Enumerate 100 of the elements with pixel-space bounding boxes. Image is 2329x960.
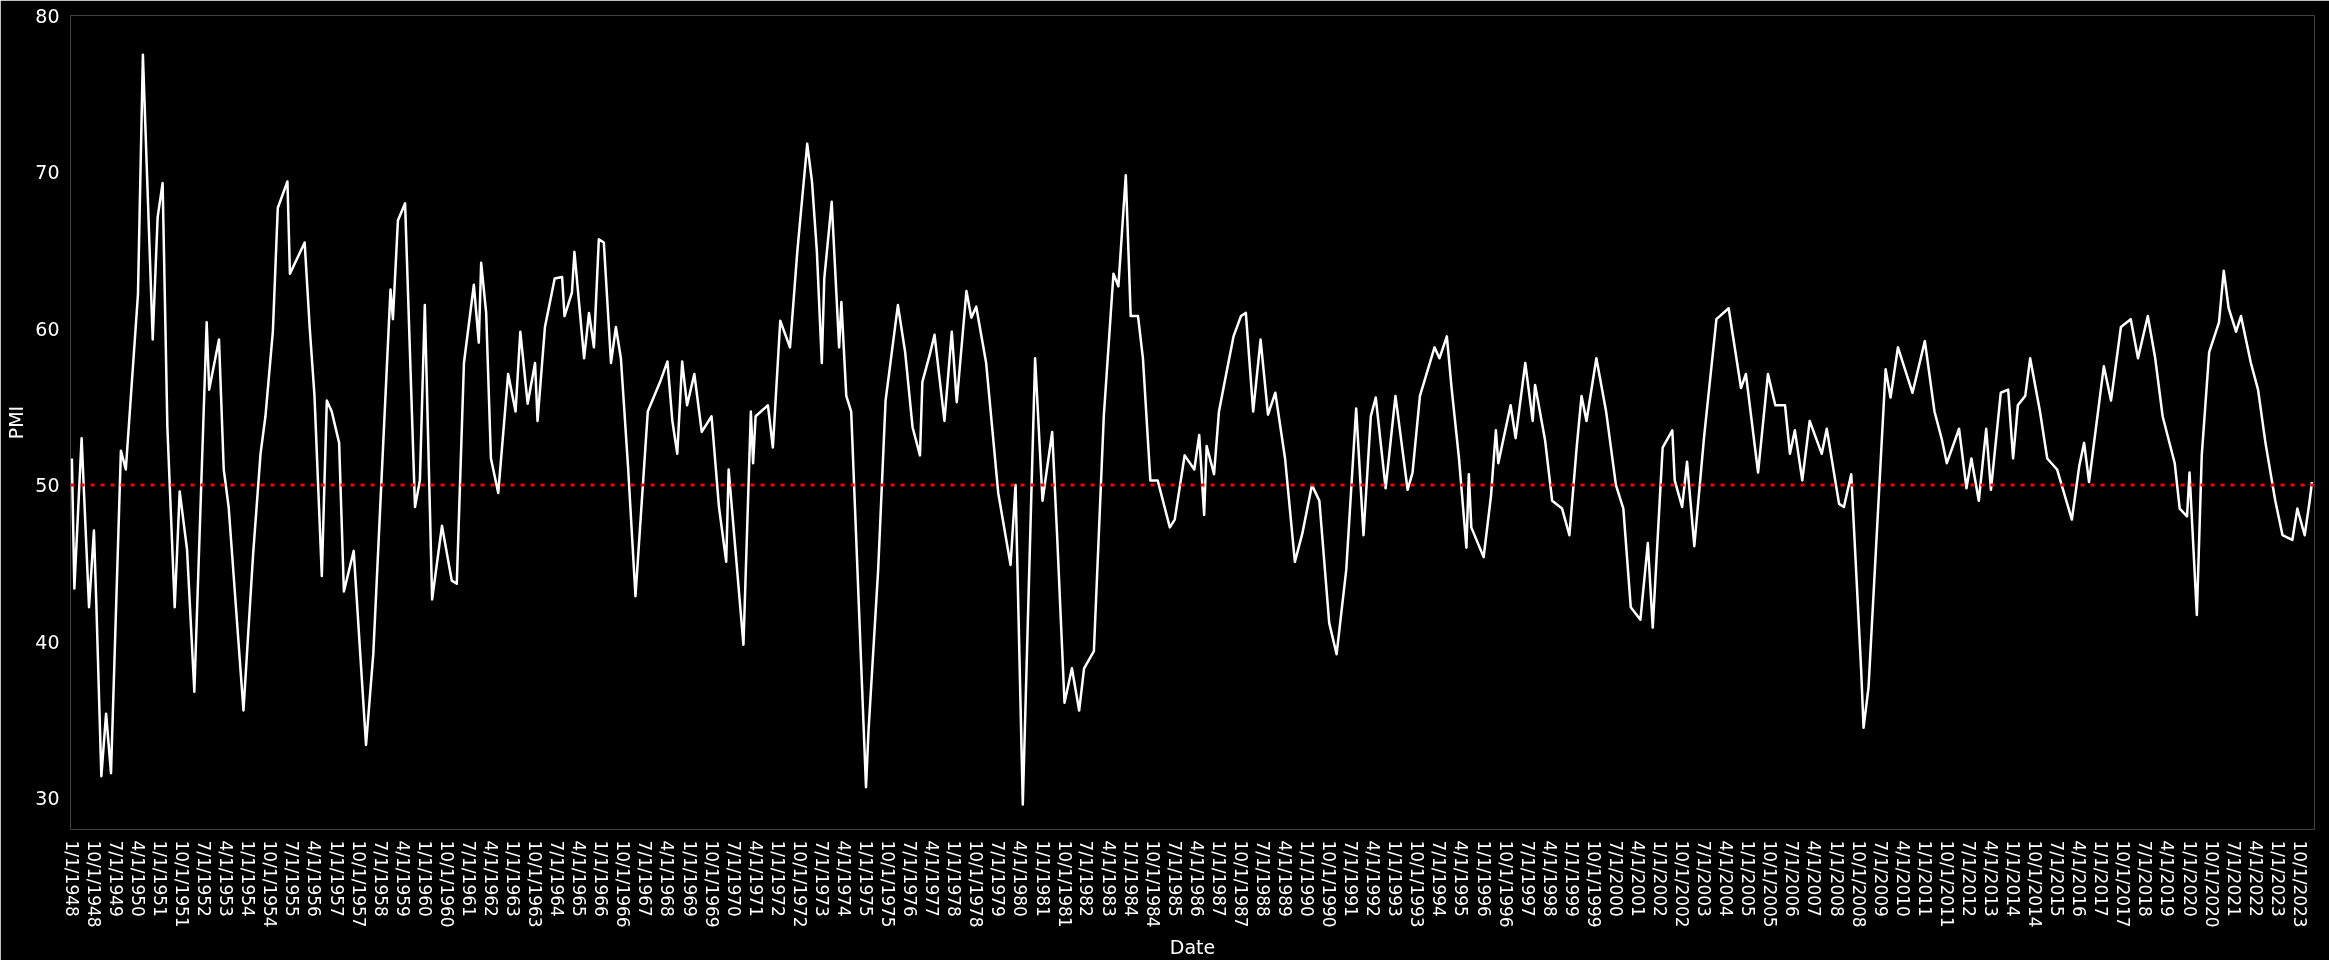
x-tick-label: 10/1/2014 bbox=[2025, 840, 2046, 928]
x-tick-label: 1/1/2002 bbox=[1650, 840, 1671, 917]
x-tick-label: 1/1/1996 bbox=[1473, 840, 1494, 917]
x-tick-label: 4/1/1953 bbox=[216, 840, 237, 917]
x-tick-label: 10/1/2005 bbox=[1760, 840, 1781, 928]
x-tick-label: 1/1/2005 bbox=[1738, 840, 1759, 917]
x-tick-label: 4/1/2019 bbox=[2157, 840, 2178, 917]
x-tick-label: 7/1/1958 bbox=[370, 840, 391, 917]
x-tick-label: 7/1/1949 bbox=[105, 840, 126, 917]
x-tick-label: 7/1/1967 bbox=[635, 840, 656, 917]
x-tick-label: 1/1/1969 bbox=[679, 840, 700, 917]
x-tick-label: 7/1/2000 bbox=[1605, 840, 1626, 917]
y-tick-label: 80 bbox=[35, 4, 60, 27]
x-tick-label: 10/1/1957 bbox=[348, 840, 369, 928]
x-tick-label: 7/1/1976 bbox=[900, 840, 921, 917]
x-tick-label: 4/1/1950 bbox=[127, 840, 148, 917]
x-tick-label: 4/1/1959 bbox=[392, 840, 413, 917]
x-tick-label: 7/1/2021 bbox=[2223, 840, 2244, 917]
y-tick-label: 30 bbox=[35, 787, 60, 810]
y-tick-label: 70 bbox=[35, 161, 60, 184]
x-tick-label: 4/1/1983 bbox=[1098, 840, 1119, 917]
x-tick-label: 10/1/1981 bbox=[1054, 840, 1075, 928]
x-tick-label: 7/1/2018 bbox=[2135, 840, 2156, 917]
x-tick-label: 1/1/1954 bbox=[238, 840, 259, 917]
x-tick-label: 7/1/1955 bbox=[282, 840, 303, 917]
x-tick-label: 4/1/1998 bbox=[1539, 840, 1560, 917]
x-tick-label: 1/1/2023 bbox=[2267, 840, 2288, 917]
x-tick-label: 7/1/1952 bbox=[194, 840, 215, 917]
x-tick-label: 4/1/1962 bbox=[480, 840, 501, 917]
x-tick-label: 10/1/1975 bbox=[877, 840, 898, 928]
x-tick-label: 1/1/2011 bbox=[1914, 840, 1935, 917]
x-tick-label: 10/1/2017 bbox=[2113, 840, 2134, 928]
x-tick-label: 10/1/2008 bbox=[1848, 840, 1869, 928]
x-tick-label: 10/1/1960 bbox=[436, 840, 457, 928]
x-tick-label: 7/1/1997 bbox=[1517, 840, 1538, 917]
x-axis-title: Date bbox=[1169, 935, 1216, 958]
x-tick-label: 1/1/1975 bbox=[856, 840, 877, 917]
x-tick-label: 1/1/1963 bbox=[503, 840, 524, 917]
x-tick-label: 1/1/1984 bbox=[1120, 840, 1141, 917]
x-tick-label: 1/1/2014 bbox=[2003, 840, 2024, 917]
x-tick-label: 10/1/2002 bbox=[1672, 840, 1693, 928]
x-tick-label: 7/1/1973 bbox=[811, 840, 832, 917]
x-tick-label: 1/1/2017 bbox=[2091, 840, 2112, 917]
x-tick-label: 10/1/1948 bbox=[83, 840, 104, 928]
x-tick-label: 7/1/1994 bbox=[1429, 840, 1450, 917]
x-tick-label: 4/1/1971 bbox=[745, 840, 766, 917]
x-tick-label: 4/1/2022 bbox=[2245, 840, 2266, 917]
x-tick-label: 7/1/2015 bbox=[2047, 840, 2068, 917]
x-tick-label: 4/1/2010 bbox=[1892, 840, 1913, 917]
x-tick-label: 7/1/1961 bbox=[458, 840, 479, 917]
x-tick-label: 4/1/1986 bbox=[1186, 840, 1207, 917]
x-tick-label: 4/1/1965 bbox=[569, 840, 590, 917]
x-tick-label: 7/1/2003 bbox=[1694, 840, 1715, 917]
x-tick-label: 10/1/1969 bbox=[701, 840, 722, 928]
x-tick-label: 10/1/1954 bbox=[260, 840, 281, 928]
x-tick-label: 10/1/1996 bbox=[1495, 840, 1516, 928]
x-tick-label: 10/1/1972 bbox=[789, 840, 810, 928]
x-tick-label: 10/1/2011 bbox=[1936, 840, 1957, 928]
y-tick-label: 40 bbox=[35, 630, 60, 653]
x-tick-label: 4/1/2016 bbox=[2069, 840, 2090, 917]
x-tick-label: 10/1/1999 bbox=[1583, 840, 1604, 928]
x-tick-label: 1/1/1957 bbox=[326, 840, 347, 917]
line-series bbox=[70, 53, 2314, 806]
x-tick-label: 1/1/1948 bbox=[61, 840, 82, 917]
x-tick-label: 10/1/1990 bbox=[1319, 840, 1340, 928]
x-tick-label: 4/1/1968 bbox=[657, 840, 678, 917]
x-tick-label: 7/1/1979 bbox=[988, 840, 1009, 917]
x-tick-label: 7/1/2006 bbox=[1782, 840, 1803, 917]
y-axis-title: PMI bbox=[5, 405, 28, 440]
x-tick-label: 1/1/1990 bbox=[1297, 840, 1318, 917]
x-tick-label: 1/1/2020 bbox=[2179, 840, 2200, 917]
x-tick-label: 4/1/1989 bbox=[1275, 840, 1296, 917]
y-tick-label: 50 bbox=[35, 474, 60, 497]
x-tick-label: 1/1/1981 bbox=[1032, 840, 1053, 917]
x-tick-label: 4/1/1980 bbox=[1010, 840, 1031, 917]
x-tick-label: 7/1/2012 bbox=[1958, 840, 1979, 917]
x-tick-label: 4/1/2004 bbox=[1716, 840, 1737, 917]
x-tick-label: 1/1/1966 bbox=[591, 840, 612, 917]
x-tick-label: 1/1/1972 bbox=[767, 840, 788, 917]
x-tick-label: 1/1/1987 bbox=[1208, 840, 1229, 917]
x-tick-label: 1/1/1999 bbox=[1561, 840, 1582, 917]
x-tick-label: 4/1/2013 bbox=[1980, 840, 2001, 917]
x-tick-label: 7/1/2009 bbox=[1870, 840, 1891, 917]
x-tick-label: 10/1/1978 bbox=[966, 840, 987, 928]
x-tick-label: 7/1/1988 bbox=[1253, 840, 1273, 917]
x-tick-label: 4/1/1995 bbox=[1451, 840, 1472, 917]
x-tick-label: 7/1/1985 bbox=[1164, 840, 1185, 917]
x-tick-label: 4/1/1974 bbox=[833, 840, 854, 917]
x-tick-label: 1/1/1978 bbox=[944, 840, 965, 917]
x-tick-label: 10/1/1966 bbox=[613, 840, 634, 928]
x-tick-label: 7/1/1982 bbox=[1076, 840, 1097, 917]
x-tick-label: 4/1/2007 bbox=[1804, 840, 1825, 917]
x-tick-label: 7/1/1991 bbox=[1341, 840, 1362, 917]
x-tick-label: 1/1/1960 bbox=[414, 840, 435, 917]
x-tick-label: 10/1/1951 bbox=[172, 840, 193, 928]
y-tick-label: 60 bbox=[35, 317, 60, 340]
x-tick-label: 10/1/2023 bbox=[2289, 840, 2310, 928]
x-tick-label: 1/1/2008 bbox=[1826, 840, 1847, 917]
x-tick-label: 10/1/2020 bbox=[2201, 840, 2222, 928]
x-tick-label: 7/1/1964 bbox=[547, 840, 568, 917]
